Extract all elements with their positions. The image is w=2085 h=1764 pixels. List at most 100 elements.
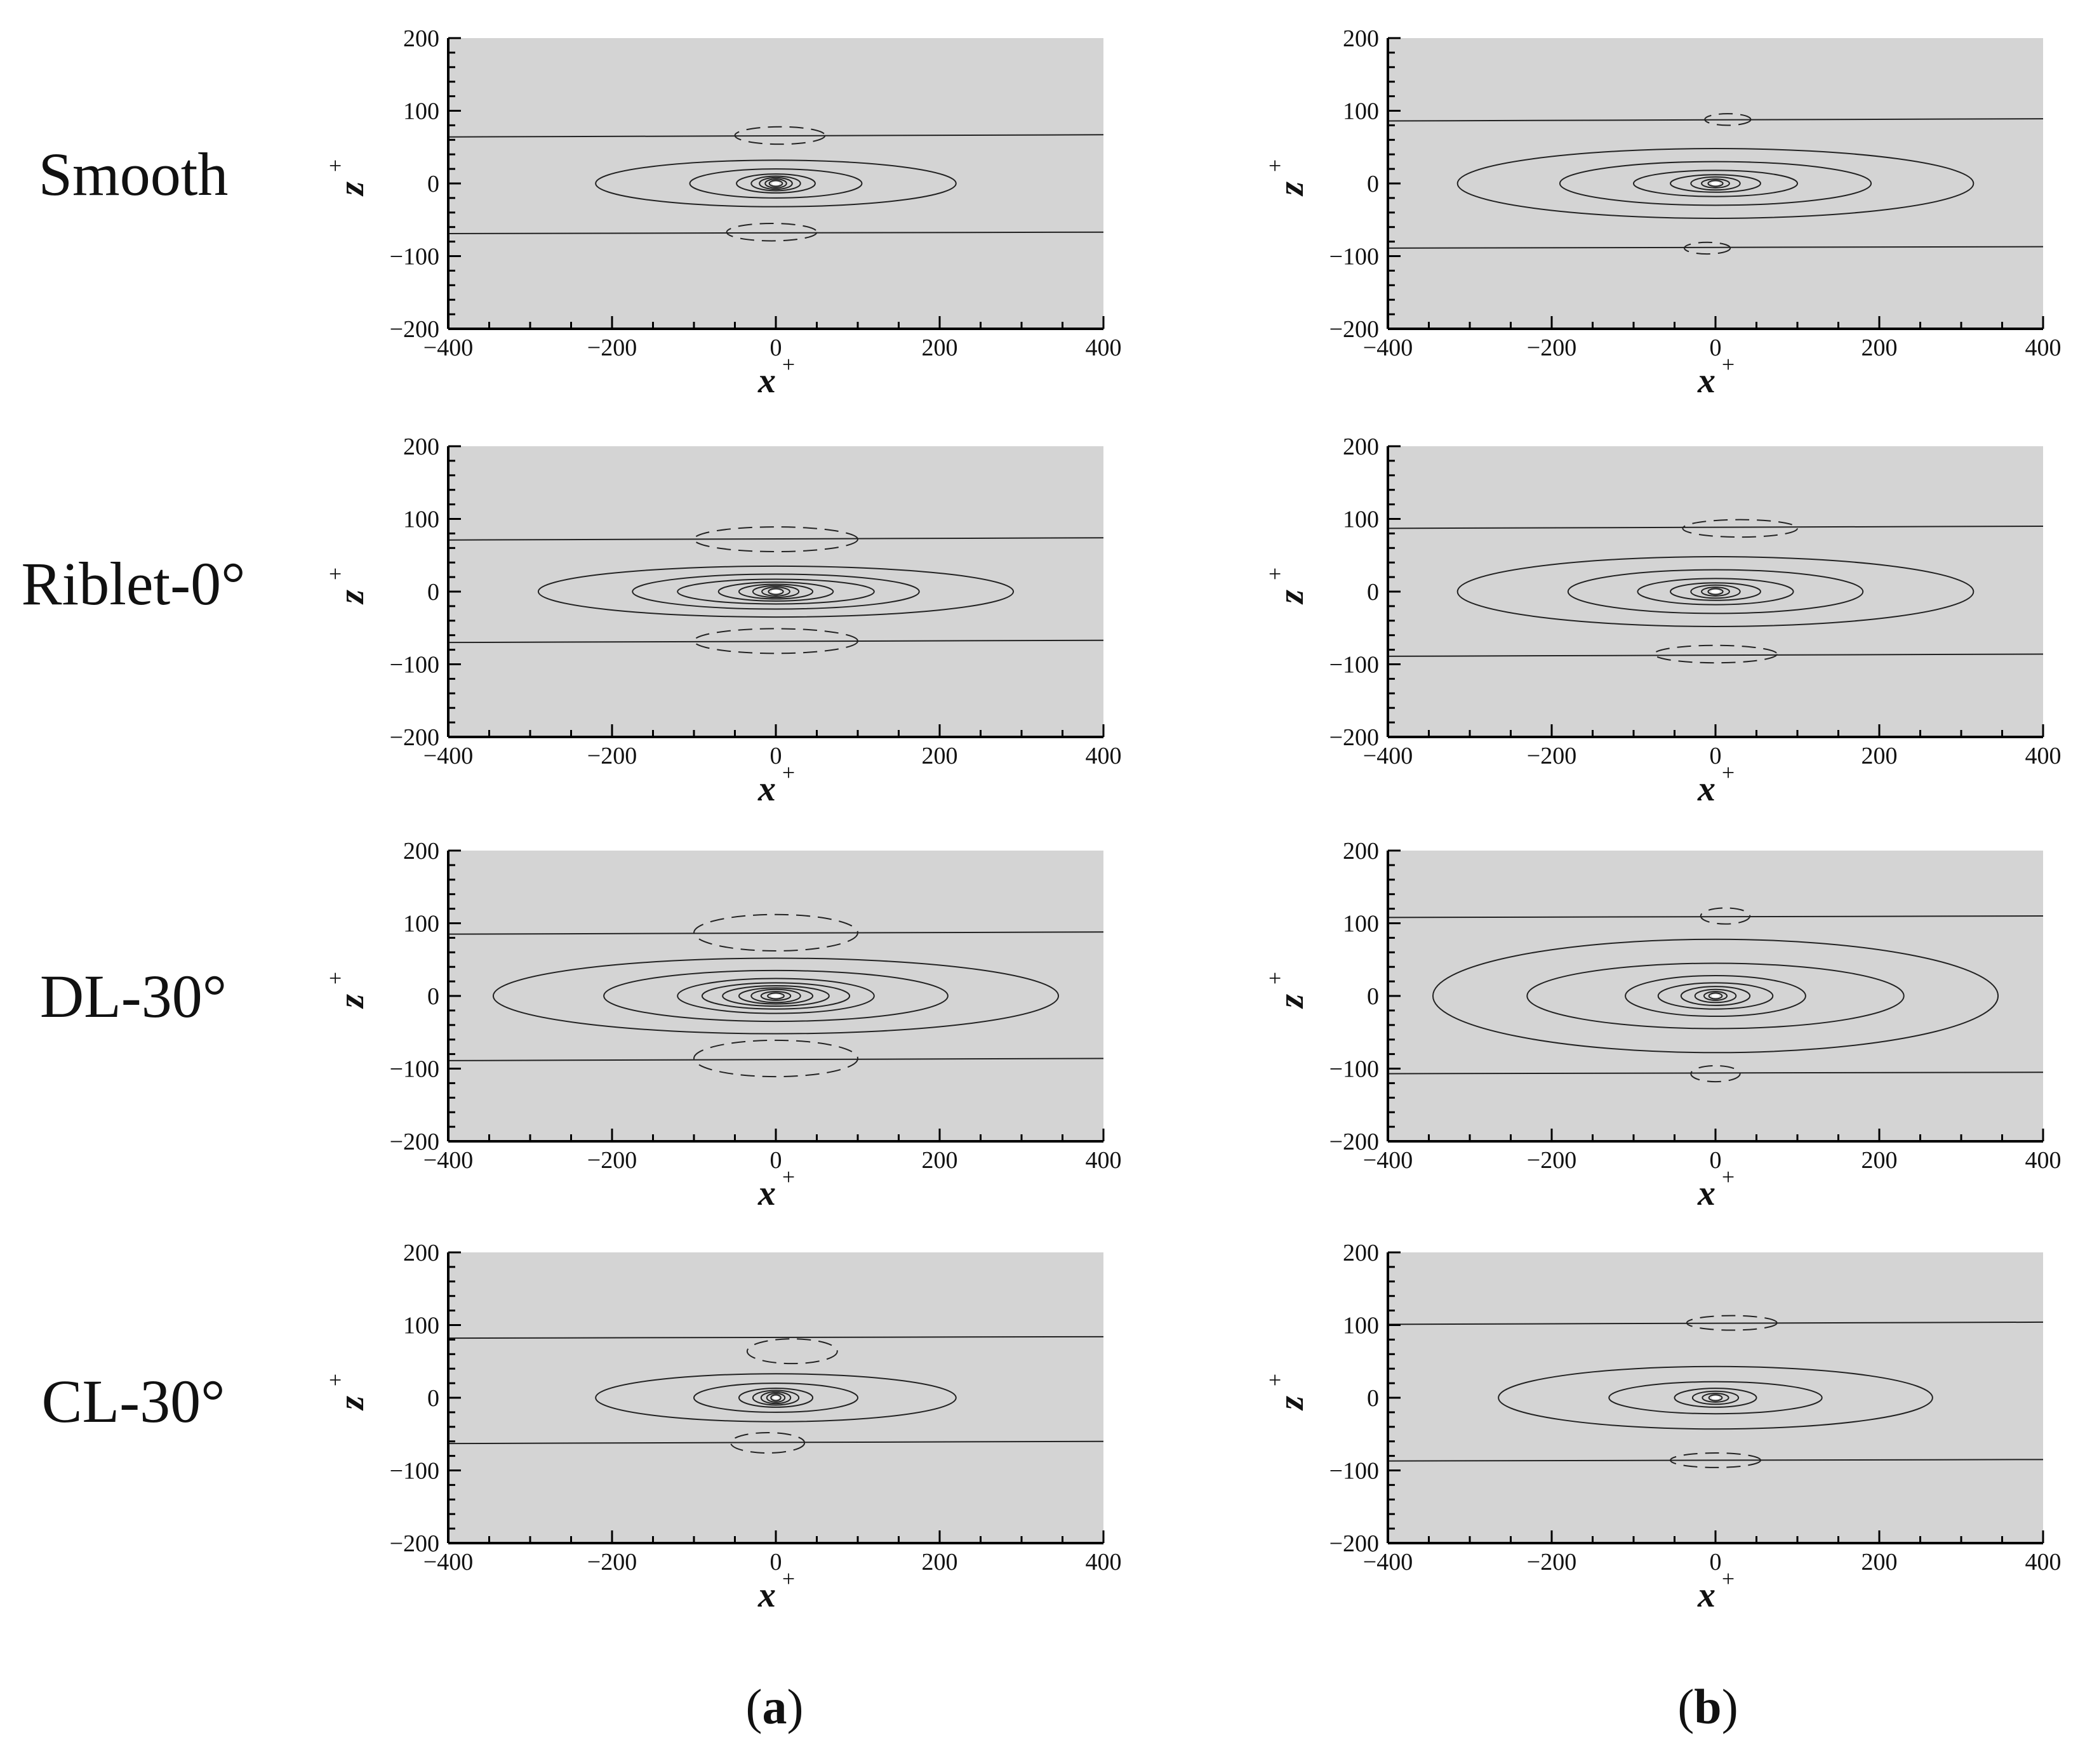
x-axis-title-sup: +: [1722, 1164, 1735, 1190]
dashed-contour-2: [693, 1039, 858, 1078]
solid-contour-5: [722, 985, 830, 1007]
solid-contour-3: [736, 173, 816, 194]
y-tick-label: −200: [390, 316, 439, 343]
y-axis-title-group: z+: [323, 567, 371, 605]
solid-contour-4: [750, 175, 801, 192]
solid-contour-6: [766, 1393, 786, 1403]
contour-layer: [448, 913, 1103, 1078]
x-axis-title: x: [1697, 1174, 1715, 1213]
dashed-contour-1: [1682, 519, 1798, 538]
solid-contour-6: [764, 178, 787, 189]
solid-contour-4: [1670, 582, 1761, 601]
contour-layer: [1388, 113, 2043, 255]
y-axis-title: z: [1272, 182, 1311, 197]
solid-contour-5: [760, 1391, 792, 1405]
x-tick-label: −200: [1527, 335, 1576, 361]
solid-contour-5: [1690, 176, 1741, 191]
solid-contour-4: [1691, 1390, 1740, 1405]
contour-layer: [448, 1336, 1103, 1454]
solid-contour-2: [1559, 161, 1872, 206]
y-axis-title-group: z+: [1262, 1374, 1311, 1411]
boundary-line-2: [448, 639, 1103, 644]
x-axis-title: x: [757, 769, 776, 809]
solid-contour-3: [1637, 578, 1794, 606]
y-axis-title: z: [332, 182, 371, 197]
caption-a-open: (: [746, 1679, 763, 1734]
x-tick-label: 400: [2025, 1549, 2062, 1575]
contour-core: [1711, 1396, 1720, 1400]
row-label-dl-30: DL-30°: [40, 962, 227, 1030]
solid-contour-6: [1708, 1394, 1723, 1402]
dashed-contour-1: [746, 1338, 838, 1365]
y-axis-title-sup: +: [1262, 972, 1288, 985]
dashed-contour-2: [1653, 644, 1778, 664]
solid-contour-1: [595, 159, 957, 208]
y-axis-title: z: [332, 994, 371, 1009]
x-axis-title-sup: +: [782, 352, 795, 377]
solid-contour-7: [750, 988, 801, 1004]
y-tick-label: 100: [1343, 507, 1379, 533]
x-tick-label: −400: [1363, 1147, 1413, 1174]
y-tick-label: 200: [1343, 434, 1379, 460]
x-tick-label: 0: [770, 335, 782, 361]
solid-contour-3: [738, 1388, 814, 1408]
dashed-contour-2: [730, 1431, 806, 1454]
x-axis-title-sup: +: [782, 760, 795, 785]
y-tick-label: 0: [1367, 171, 1379, 197]
solid-contour-1: [595, 1373, 957, 1422]
solid-contour-6: [738, 987, 814, 1005]
y-tick-label: 0: [1367, 1385, 1379, 1412]
solid-contour-1: [1498, 1365, 1933, 1430]
x-tick-label: −200: [1527, 1549, 1576, 1575]
y-axis-title-group: z+: [1262, 567, 1311, 605]
y-tick-label: 100: [1343, 911, 1379, 938]
x-axis-title-sup: +: [1722, 352, 1735, 377]
solid-contour-5: [1702, 1393, 1729, 1403]
x-tick-label: 0: [770, 1147, 782, 1174]
solid-contour-5: [1690, 584, 1741, 599]
y-axis-title-sup: +: [323, 1374, 348, 1386]
caption-b-letter: b: [1694, 1679, 1721, 1734]
solid-contour-4: [701, 982, 851, 1010]
x-tick-label: −400: [1363, 743, 1413, 769]
panel-caption-a: (a): [746, 1679, 804, 1734]
y-axis-title: z: [1272, 994, 1311, 1009]
contour-core: [771, 590, 780, 594]
y-axis-title: z: [1272, 1396, 1311, 1411]
contour-layer: [1388, 1315, 2043, 1468]
x-axis-title: x: [757, 361, 776, 401]
contour-core: [1711, 590, 1720, 594]
x-tick-label: 400: [1086, 1147, 1122, 1174]
x-tick-label: 400: [1086, 1549, 1122, 1575]
y-tick-label: −200: [1329, 1129, 1379, 1155]
dashed-contour-1: [1704, 113, 1752, 126]
x-tick-label: −200: [587, 1147, 637, 1174]
caption-a-letter: a: [763, 1679, 787, 1734]
contour-core: [771, 994, 781, 998]
boundary-line-2: [448, 231, 1103, 235]
dashed-contour-1: [734, 126, 826, 145]
solid-contour-5: [738, 583, 814, 600]
y-tick-label: 0: [1367, 579, 1379, 606]
x-tick-label: −200: [1527, 1147, 1576, 1174]
x-tick-label: 0: [1710, 743, 1722, 769]
y-tick-label: 0: [427, 983, 439, 1010]
solid-contour-9: [767, 992, 785, 1000]
solid-contour-6: [1701, 178, 1730, 189]
boundary-line-1: [448, 1336, 1103, 1339]
x-tick-label: 400: [1086, 743, 1122, 769]
y-axis-title-sup: +: [323, 567, 348, 580]
y-tick-label: −200: [390, 1129, 439, 1155]
x-tick-label: 0: [1710, 1549, 1722, 1575]
contour-layer: [448, 526, 1103, 654]
solid-contour-7: [770, 1394, 782, 1402]
x-tick-label: −200: [587, 1549, 637, 1575]
x-tick-label: −200: [587, 743, 637, 769]
y-tick-label: 200: [403, 434, 439, 460]
solid-contour-3: [677, 578, 875, 605]
boundary-line-1: [448, 134, 1103, 138]
dashed-contour-1: [1686, 1315, 1778, 1331]
